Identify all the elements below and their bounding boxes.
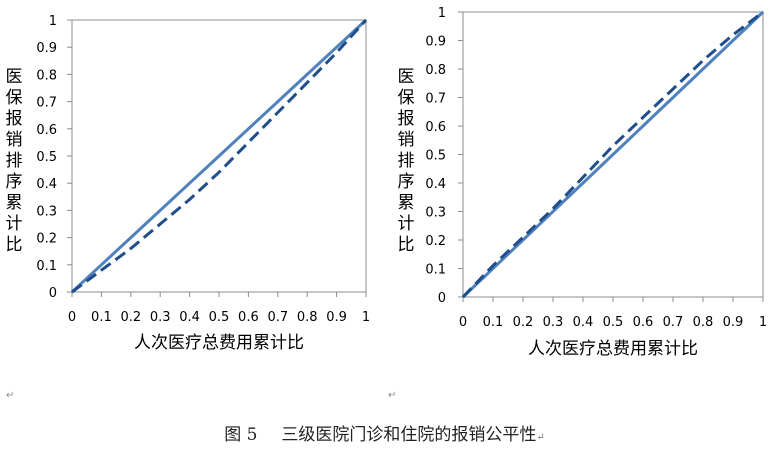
chart1-dashed-series-line [71, 18, 368, 294]
chart2-x-tick-label: 0.9 [723, 315, 744, 330]
chart1-y-tick-label: 0.9 [36, 41, 57, 56]
chart1-x-tick-label: 0.9 [326, 310, 347, 325]
chart2-y-tick-label: 0.8 [425, 63, 446, 78]
figure-number: 图 5 [224, 425, 258, 445]
chart1-y-tick-label: 0 [49, 286, 57, 301]
figure-title: 三级医院门诊和住院的报销公平性 [281, 425, 537, 445]
chart2-x-tick-label: 0.1 [483, 315, 504, 330]
chart1-y-tick-label: 0.5 [36, 150, 57, 165]
chart2-x-tick-label: 0.2 [513, 315, 534, 330]
chart1-x-tick-label: 0 [68, 310, 76, 325]
chart2-x-tick-label: 0.5 [603, 315, 624, 330]
chart1-x-tick-label: 0.6 [238, 310, 259, 325]
chart2-y-tick-label: 0 [438, 291, 446, 306]
chart2-x-tick-label: 0.4 [573, 315, 594, 330]
chart1-x-tick-label: 0.8 [297, 310, 318, 325]
figure-caption: 图 5 三级医院门诊和住院的报销公平性↵ [0, 420, 769, 445]
chart2-y-tick-label: 0.9 [425, 35, 446, 50]
chart1-y-tick-label: 0.4 [36, 177, 57, 192]
chart2-y-tick-label: 0.7 [425, 92, 446, 107]
chart1-y-tick-label: 0.3 [36, 204, 57, 219]
chart2-y-axis-label: 医保报销排序累计比 [398, 67, 415, 255]
chart1-y-tick-label: 1 [49, 14, 57, 29]
chart1-x-tick-label: 0.4 [179, 310, 200, 325]
chart1-y-axis-label: 医保报销排序累计比 [6, 67, 23, 255]
chart1-x-tick-label: 0.7 [267, 310, 288, 325]
chart2-x-tick-label: 0.3 [543, 315, 564, 330]
chart1-y-tick-label: 0.1 [36, 259, 57, 274]
chart1-x-tick-label: 0.2 [120, 310, 141, 325]
chart1-x-tick-label: 0.5 [209, 310, 230, 325]
return-mark-1: ↵ [6, 390, 14, 401]
chart1-x-axis-label: 人次医疗总费用累计比 [134, 333, 304, 353]
chart2-y-tick-label: 0.4 [425, 177, 446, 192]
chart2-x-tick-label: 0 [459, 315, 467, 330]
chart2-y-tick-label: 0.5 [425, 149, 446, 164]
chart1-x-tick-label: 1 [362, 310, 370, 325]
chart1-x-tick-label: 0.1 [91, 310, 112, 325]
chart2-x-tick-label: 0.8 [693, 315, 714, 330]
chart2-solid-series-line [461, 10, 765, 299]
chart2-y-tick-label: 0.2 [425, 234, 446, 249]
chart1-y-tick-label: 0.8 [36, 68, 57, 83]
return-mark: ↵ [536, 432, 545, 443]
return-mark-2: ↵ [388, 390, 396, 401]
chart2-x-tick-label: 0.7 [663, 315, 684, 330]
chart1-y-tick-label: 0.7 [36, 96, 57, 111]
chart2-x-tick-label: 1 [759, 315, 767, 330]
chart1-x-tick-label: 0.3 [150, 310, 171, 325]
chart2-x-tick-label: 0.6 [633, 315, 654, 330]
chart2-y-tick-label: 0.6 [425, 120, 446, 135]
chart2-dashed-series-line [461, 10, 764, 299]
chart2-y-tick-label: 0.3 [425, 206, 446, 221]
chart1-y-tick-label: 0.2 [36, 232, 57, 247]
chart2-y-tick-label: 0.1 [425, 263, 446, 278]
chart2-y-tick-label: 1 [438, 6, 446, 21]
chart1-solid-series-line [70, 18, 368, 294]
chart1-y-tick-label: 0.6 [36, 123, 57, 138]
chart2-x-axis-label: 人次医疗总费用累计比 [528, 339, 698, 359]
